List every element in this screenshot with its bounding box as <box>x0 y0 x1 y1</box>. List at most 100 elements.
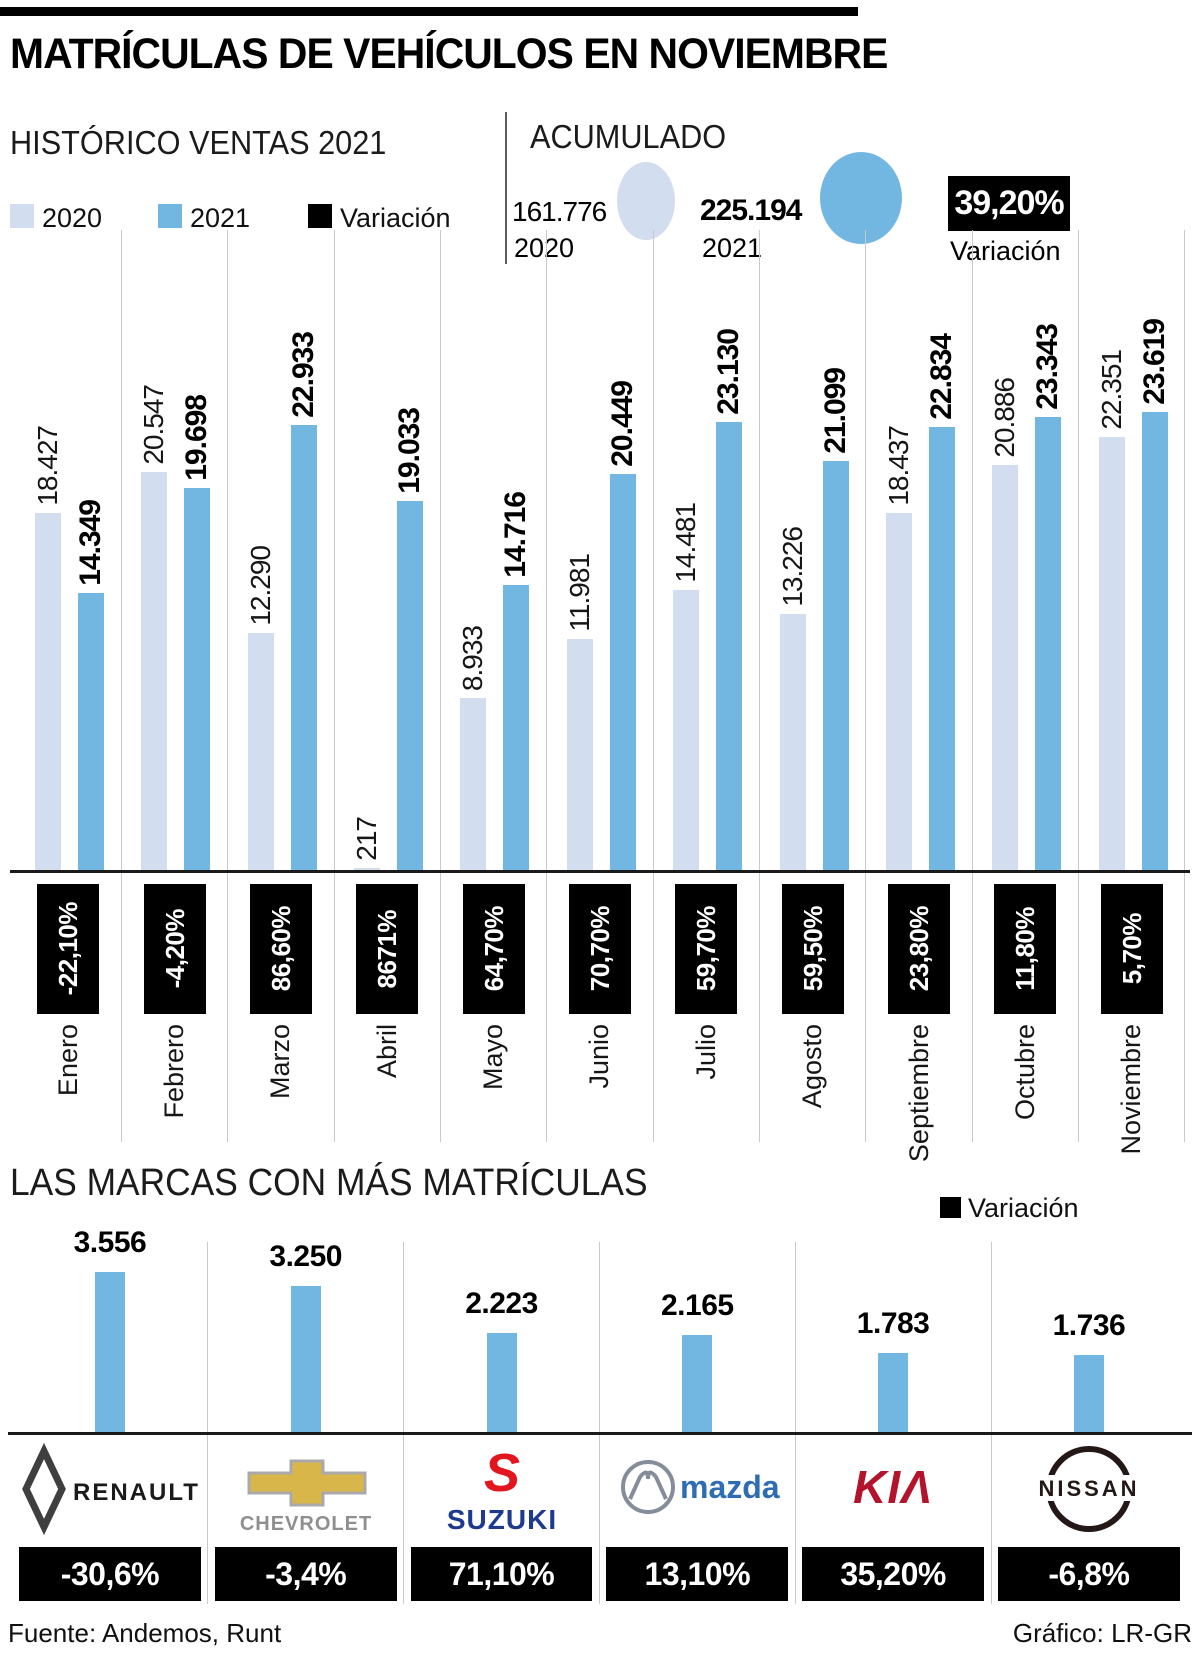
brand-logo-wrap: KIΛ <box>800 1441 986 1537</box>
footer-credit: Gráfico: LR-GR <box>1012 1618 1192 1648</box>
brand-variation-value: 71,10% <box>448 1555 555 1592</box>
variation-box: -4,20% <box>143 884 206 1014</box>
svg-text:KIΛ: KIΛ <box>853 1461 933 1513</box>
brand-variation-value: -3,4% <box>265 1555 347 1592</box>
legend-label-2020: 2020 <box>42 203 103 233</box>
suzuki-s-icon: S <box>483 1443 519 1503</box>
brand-variation-box: 71,10% <box>410 1547 593 1601</box>
acumulado-divider <box>505 112 507 264</box>
brand-bar <box>878 1353 909 1434</box>
legend-swatch-2021 <box>158 204 182 228</box>
gridline <box>120 230 122 1142</box>
bar-2021 <box>609 474 636 872</box>
mazda-emblem-icon <box>621 1460 676 1514</box>
brand-variation-box: -3,4% <box>214 1547 397 1601</box>
brand-logo-wrap: RENAULT <box>17 1441 203 1537</box>
svg-text:CHEVROLET: CHEVROLET <box>240 1513 372 1535</box>
legend-label-2021: 2021 <box>190 203 251 233</box>
svg-text:RENAULT: RENAULT <box>73 1479 200 1506</box>
variation-box: -22,10% <box>37 884 100 1014</box>
bar-2020 <box>460 698 487 872</box>
brand-bar <box>486 1333 517 1434</box>
acumulado-variation-value: 39,20% <box>954 184 1064 222</box>
variation-box: 11,80% <box>994 884 1057 1014</box>
brands-legend-swatch <box>940 1197 961 1218</box>
bar-2020 <box>779 614 806 872</box>
renault-logo: RENAULT <box>22 1442 200 1536</box>
bar-2020 <box>885 513 912 872</box>
brand-logo-wrap: CHEVROLET <box>213 1441 399 1537</box>
gridline <box>971 230 973 1142</box>
bar-2021 <box>78 593 104 872</box>
bar-2021 <box>397 501 424 872</box>
svg-text:mazda: mazda <box>680 1469 780 1505</box>
bar-2021 <box>184 488 211 872</box>
brand-variation-box: 13,10% <box>606 1547 789 1601</box>
bar-2020 <box>566 639 593 872</box>
bar-2021 <box>716 422 743 872</box>
gridline <box>794 1242 796 1604</box>
brand-variation-value: -6,8% <box>1048 1555 1130 1592</box>
variation-box: 5,70% <box>1100 884 1163 1014</box>
acumulado-2021-circle <box>820 152 902 244</box>
gridline <box>227 230 229 1142</box>
acumulado-2021-label: 2021 <box>702 233 763 263</box>
gridline <box>652 230 654 1142</box>
gridline <box>439 230 441 1142</box>
brand-value: 1.736 <box>1052 1309 1126 1342</box>
acumulado-variation-label: Variación <box>950 236 1061 266</box>
acumulado-2021-value: 225.194 <box>700 194 802 227</box>
nissan-circle-icon <box>1017 1446 1160 1532</box>
bar-2020 <box>992 465 1019 872</box>
bar-2020 <box>1098 437 1125 872</box>
brand-variation-value: 35,20% <box>840 1555 946 1592</box>
gridline <box>403 1242 405 1604</box>
brand-bar <box>682 1335 713 1434</box>
brand-variation-box: 35,20% <box>802 1547 984 1601</box>
bar-2021 <box>290 425 317 872</box>
brand-value: 2.223 <box>465 1287 538 1320</box>
brand-bar <box>94 1272 125 1434</box>
brand-value: 1.783 <box>856 1307 930 1340</box>
brand-value: 3.556 <box>73 1226 147 1259</box>
kia-logo: KIΛ <box>853 1461 933 1513</box>
brand-bar <box>1073 1355 1104 1434</box>
mazda-logo: mazda <box>621 1460 780 1514</box>
bar-2021 <box>822 461 849 872</box>
gridline <box>207 1242 209 1604</box>
chevrolet-bowtie-icon <box>247 1459 367 1507</box>
brand-variation-box: -6,8% <box>998 1547 1180 1601</box>
brands-legend-label: Variación <box>968 1193 1079 1223</box>
bar-2020 <box>673 590 700 872</box>
variation-box: 23,80% <box>888 884 951 1014</box>
bar-2021 <box>1141 412 1168 872</box>
bar-2020 <box>247 633 274 872</box>
variation-box: 70,70% <box>569 884 631 1014</box>
brand-logo-wrap: S SUZUKI <box>409 1441 595 1537</box>
gridline <box>990 1242 992 1604</box>
brand-bar <box>290 1286 321 1434</box>
brand-logo-wrap: NISSAN <box>996 1441 1182 1537</box>
top-bar <box>0 7 858 16</box>
nissan-logo: NISSAN <box>1017 1446 1160 1532</box>
bar-2021 <box>503 585 530 872</box>
acumulado-2020-value: 161.776 <box>512 196 607 227</box>
bar-2020 <box>141 472 168 872</box>
brand-logo-wrap: mazda <box>604 1441 790 1537</box>
acumulado-2020-circle <box>617 162 675 240</box>
legend-swatch-2020 <box>10 204 34 228</box>
acumulado-2020-label: 2020 <box>514 233 575 263</box>
footer-source: Fuente: Andemos, Runt <box>8 1618 282 1648</box>
legend-swatch-variacion <box>308 204 332 228</box>
brands-heading: LAS MARCAS CON MÁS MATRÍCULAS <box>10 1162 648 1204</box>
gridline <box>1184 230 1186 1142</box>
brand-variation-value: 13,10% <box>644 1555 751 1592</box>
page-title: MATRÍCULAS DE VEHÍCULOS EN NOVIEMBRE <box>10 30 888 78</box>
brand-variation-value: -30,6% <box>60 1555 160 1592</box>
bar-2020 <box>35 513 61 872</box>
acumulado-heading: ACUMULADO <box>530 118 727 155</box>
gridline <box>598 1242 600 1604</box>
